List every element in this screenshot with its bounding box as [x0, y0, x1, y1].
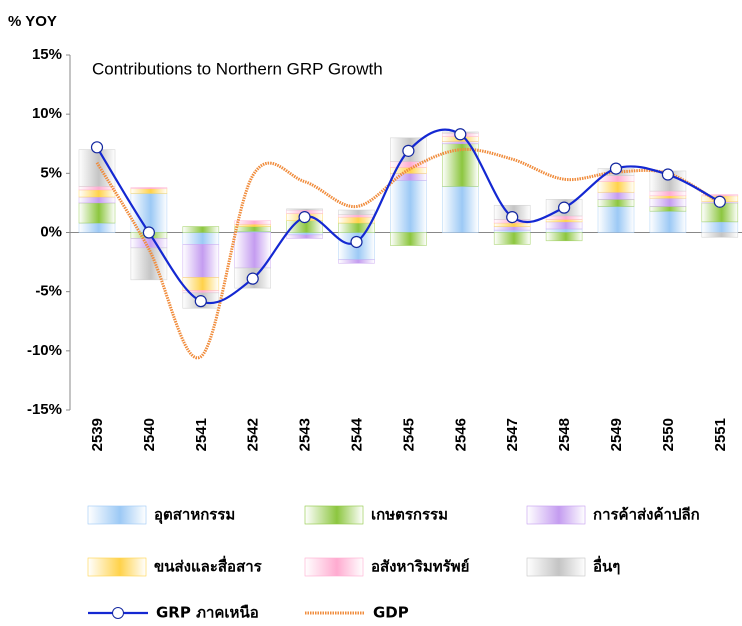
bar-segment [338, 209, 375, 216]
legend-swatch [304, 505, 364, 525]
bar-segment [545, 219, 583, 223]
line-marker [661, 168, 675, 181]
bar-segment [390, 232, 427, 246]
bar-segment [78, 202, 116, 224]
y-tick-label: 15% [32, 46, 62, 63]
line-marker [454, 128, 467, 141]
bar-segment [493, 226, 531, 231]
line-marker [506, 211, 519, 224]
bar-segment [182, 226, 220, 233]
bar-segment [545, 232, 583, 242]
legend-swatch [87, 557, 147, 577]
line-marker [142, 226, 155, 239]
bar-segment [286, 232, 323, 236]
line-marker [402, 144, 415, 157]
bar-segment [493, 229, 531, 233]
legend-label: ขนส่งและสื่อสาร [154, 556, 263, 576]
line-marker [350, 235, 363, 249]
line-marker [194, 295, 207, 308]
line-marker [713, 195, 726, 208]
bar-segment [338, 259, 375, 264]
y-tick-label: -5% [35, 283, 62, 300]
bar-segment [649, 197, 687, 207]
bar-segment [78, 196, 116, 204]
bar-segment [338, 214, 375, 218]
bar-segment [597, 191, 635, 200]
y-tick-label: 10% [32, 105, 62, 122]
legend-label: GRP ภาคเหนือ [156, 604, 259, 622]
y-axis-label: % YOY [8, 13, 57, 30]
x-tick-label: 2547 [504, 418, 521, 451]
bar-segment [441, 186, 479, 233]
bar-segment [390, 180, 427, 233]
bar-segment [597, 206, 635, 233]
bar-segment [649, 195, 687, 199]
bar-segment [130, 187, 168, 190]
line-series [95, 147, 721, 360]
bar-segment [649, 210, 687, 233]
line-marker [246, 272, 259, 285]
bar-segment [441, 141, 479, 145]
legend-label: อสังหาริมทรัพย์ [371, 558, 469, 576]
bar-segment [597, 199, 635, 207]
line-marker [298, 211, 311, 224]
legend-swatch [526, 557, 586, 577]
bar-segment [286, 208, 323, 211]
bar-segment [493, 232, 531, 245]
x-tick-label: 2540 [141, 418, 158, 451]
legend-label: GDP [373, 604, 409, 622]
bar-segment [338, 216, 375, 224]
bar-segment [649, 190, 687, 197]
bar-segment [597, 181, 635, 193]
x-tick-label: 2549 [608, 418, 625, 451]
bar-segment [182, 232, 220, 245]
legend-label: อื่นๆ [593, 556, 620, 576]
legend-swatch [526, 505, 586, 525]
x-tick-label: 2542 [245, 418, 262, 451]
bar-segment [701, 221, 739, 233]
bar-segment [78, 222, 116, 233]
bar-segment [234, 226, 271, 232]
legend-swatch [87, 505, 147, 525]
legend-label: การค้าส่งค้าปลีก [593, 506, 700, 524]
legend-swatch [304, 557, 364, 577]
legend-label: เกษตรกรรม [371, 506, 448, 524]
legend-label: อุตสาหกรรม [154, 506, 235, 525]
x-tick-label: 2548 [556, 418, 573, 451]
bar-segment [234, 232, 271, 269]
bar-segment [78, 186, 116, 191]
bar-segment [493, 222, 531, 227]
bar-segment [286, 234, 323, 239]
line-marker [90, 141, 104, 154]
bar-segment [701, 232, 739, 238]
bar-segment [234, 220, 271, 225]
y-tick-label: 5% [40, 164, 62, 181]
legend-marker [112, 607, 124, 619]
bar-segment [545, 221, 583, 230]
bar-segment [545, 215, 583, 220]
x-tick-label: 2541 [193, 418, 210, 451]
x-tick-label: 2546 [452, 418, 469, 451]
line-marker [609, 162, 623, 175]
chart-title: Contributions to Northern GRP Growth [92, 59, 383, 78]
bar-segment [130, 188, 168, 194]
bar-segment [182, 244, 220, 278]
y-tick-label: 0% [40, 223, 62, 240]
x-tick-label: 2543 [297, 418, 314, 451]
x-tick-label: 2539 [89, 418, 106, 451]
x-tick-label: 2545 [400, 418, 417, 451]
x-tick-label: 2550 [660, 418, 677, 451]
y-tick-label: -10% [27, 342, 62, 359]
bar-segment [234, 223, 271, 227]
bar-segment [545, 228, 583, 233]
bar-segment [78, 189, 116, 198]
line-marker [557, 201, 571, 214]
x-tick-label: 2544 [348, 417, 365, 451]
y-tick-label: -15% [27, 401, 62, 418]
bar-segment [182, 277, 220, 291]
x-tick-label: 2551 [712, 418, 729, 451]
bar-segment [649, 206, 687, 212]
